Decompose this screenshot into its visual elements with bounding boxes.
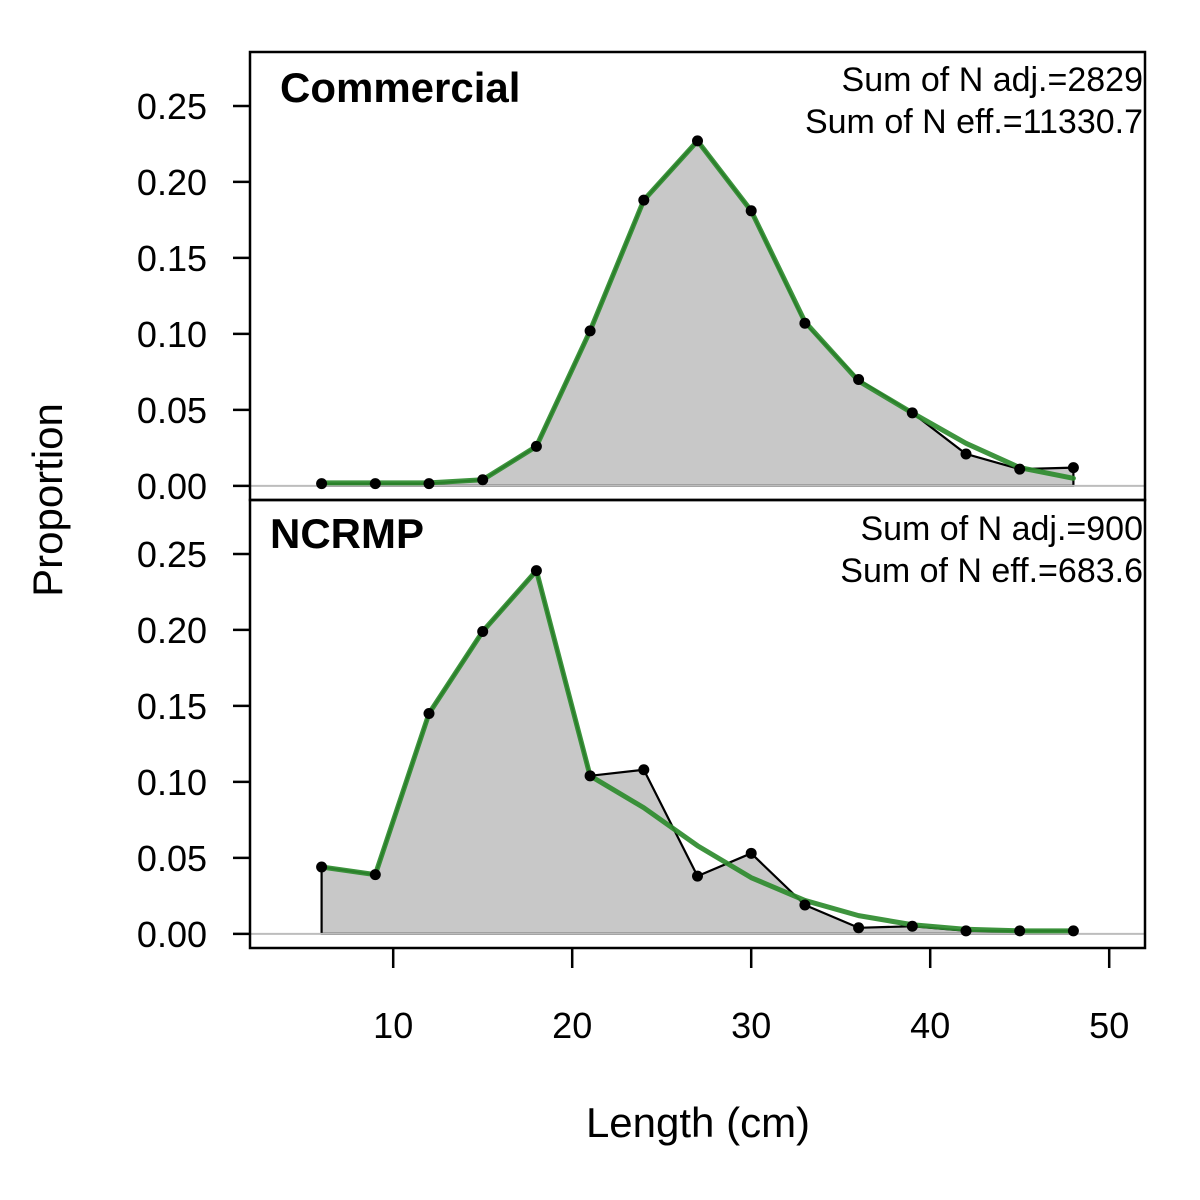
panel-ncrmp-frame bbox=[248, 498, 1147, 950]
panel-ncrmp-observed-point bbox=[423, 708, 435, 720]
panel-commercial-observed-point bbox=[799, 317, 811, 329]
panel-ncrmp-observed-point bbox=[745, 847, 757, 859]
panel-commercial-y-tick-label: 0.00 bbox=[137, 466, 207, 507]
panel-commercial-title: Commercial bbox=[280, 64, 520, 111]
panel-ncrmp-expected-series bbox=[319, 568, 1076, 934]
panel-commercial-observed-point bbox=[1014, 463, 1026, 475]
panel-ncrmp-observed-point bbox=[638, 764, 650, 776]
x-tick-label: 10 bbox=[373, 1005, 413, 1046]
panel-commercial-observed-point bbox=[423, 478, 435, 490]
panel-commercial-observed-point bbox=[745, 205, 757, 217]
panel-commercial-y-tick-label: 0.20 bbox=[137, 162, 207, 203]
panel-ncrmp-observed-point bbox=[369, 869, 381, 881]
panel-ncrmp-observed-points bbox=[316, 565, 1079, 937]
panel-commercial-y-axis: 0.00 0.05 0.10 0.15 0.20 0.25 bbox=[137, 86, 250, 507]
x-tick-label: 20 bbox=[552, 1005, 592, 1046]
panel-ncrmp-observed-point bbox=[477, 625, 489, 637]
panel-commercial-observed-point bbox=[638, 194, 650, 206]
panel-ncrmp-observed-point bbox=[1014, 925, 1026, 937]
panel-commercial-annotation-1: Sum of N adj.=2829 bbox=[842, 61, 1143, 99]
panel-ncrmp-y-axis: 0.00 0.05 0.10 0.15 0.20 0.25 bbox=[137, 534, 250, 955]
panel-commercial-observed-point bbox=[477, 474, 489, 486]
panel-commercial-observed-point bbox=[369, 478, 381, 490]
panel-commercial-observed-point bbox=[530, 440, 542, 452]
panel-ncrmp-observed-point bbox=[316, 861, 328, 873]
panel-ncrmp-observed-point bbox=[799, 899, 811, 911]
panel-commercial-y-tick-label: 0.15 bbox=[137, 238, 207, 279]
panel-commercial-observed-point bbox=[960, 448, 972, 460]
panel-ncrmp-expected-line bbox=[319, 568, 1076, 934]
panel-commercial-annotation-2: Sum of N eff.=11330.7 bbox=[805, 103, 1143, 141]
panel-ncrmp-y-tick-label: 0.25 bbox=[137, 534, 207, 575]
panel-commercial-y-tick-label: 0.05 bbox=[137, 390, 207, 431]
panel-ncrmp-observed-point bbox=[584, 770, 596, 782]
x-axis: 10 20 30 40 50 bbox=[373, 948, 1129, 1046]
panel-ncrmp-observed-point bbox=[853, 922, 865, 934]
x-axis-title: Length (cm) bbox=[586, 1099, 810, 1146]
panel-ncrmp-observed-point bbox=[692, 870, 703, 882]
panel-commercial-observed-point bbox=[853, 373, 865, 385]
panel-commercial-observed-point bbox=[1067, 462, 1079, 474]
panel-ncrmp-y-tick-label: 0.15 bbox=[137, 686, 207, 727]
panel-ncrmp-y-tick-label: 0.20 bbox=[137, 610, 207, 651]
panel-ncrmp-observed-point bbox=[960, 925, 972, 937]
panel-commercial-y-tick-label: 0.10 bbox=[137, 314, 207, 355]
panel-ncrmp-y-tick-label: 0.10 bbox=[137, 762, 207, 803]
panel-commercial-observed-polygon bbox=[320, 139, 1075, 487]
panel-ncrmp-observed-point bbox=[1067, 925, 1079, 937]
panel-ncrmp-annotation-2: Sum of N eff.=683.6 bbox=[840, 552, 1143, 590]
x-tick-label: 30 bbox=[731, 1005, 771, 1046]
panel-commercial-observed-point bbox=[584, 325, 596, 337]
panel-commercial-y-tick-label: 0.25 bbox=[137, 86, 207, 127]
panel-ncrmp-observed-point bbox=[530, 565, 542, 577]
y-axis-title: Proportion bbox=[24, 403, 71, 597]
panel-commercial-observed-points bbox=[316, 135, 1079, 490]
panel-ncrmp: NCRMP Sum of N adj.=900 Sum of N eff.=68… bbox=[137, 498, 1147, 955]
panel-ncrmp-title: NCRMP bbox=[270, 510, 424, 557]
panel-commercial-observed-area bbox=[320, 139, 1075, 487]
panel-ncrmp-observed-point bbox=[906, 920, 918, 932]
panel-ncrmp-y-tick-label: 0.00 bbox=[137, 914, 207, 955]
panel-commercial: Commercial Sum of N adj.=2829 Sum of N e… bbox=[137, 50, 1147, 507]
panel-commercial-observed-point bbox=[316, 478, 328, 490]
x-tick-label: 40 bbox=[910, 1005, 950, 1046]
panel-commercial-observed-point bbox=[906, 407, 918, 419]
panel-commercial-observed-point bbox=[692, 135, 703, 147]
panel-ncrmp-annotation-1: Sum of N adj.=900 bbox=[860, 510, 1143, 548]
panel-ncrmp-y-tick-label: 0.05 bbox=[137, 838, 207, 879]
x-tick-label: 50 bbox=[1089, 1005, 1129, 1046]
